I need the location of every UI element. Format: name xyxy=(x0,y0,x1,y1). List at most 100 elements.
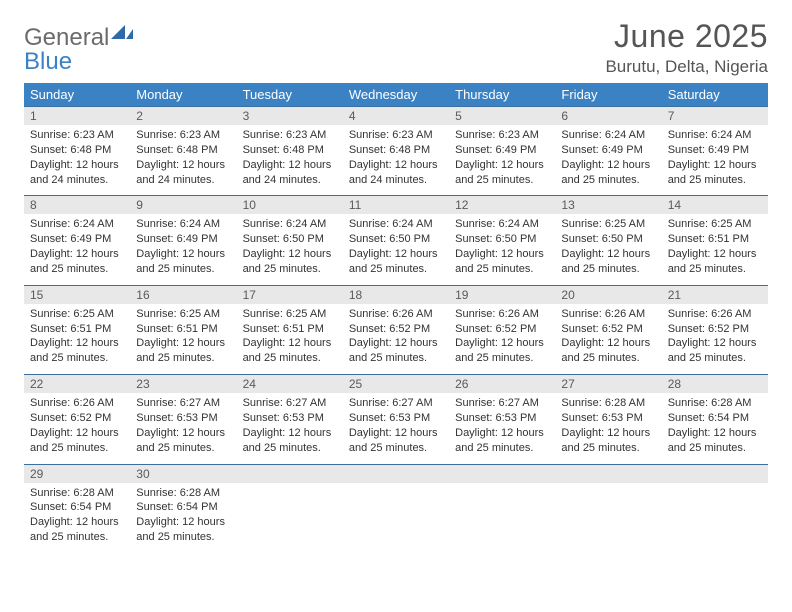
day-body: Sunrise: 6:24 AMSunset: 6:49 PMDaylight:… xyxy=(130,214,236,284)
calendar-cell: 24Sunrise: 6:27 AMSunset: 6:53 PMDayligh… xyxy=(237,375,343,464)
day-number-empty xyxy=(555,465,661,483)
day-body: Sunrise: 6:26 AMSunset: 6:52 PMDaylight:… xyxy=(555,304,661,374)
day-body: Sunrise: 6:24 AMSunset: 6:49 PMDaylight:… xyxy=(555,125,661,195)
calendar-cell xyxy=(449,464,555,553)
calendar-cell: 19Sunrise: 6:26 AMSunset: 6:52 PMDayligh… xyxy=(449,285,555,374)
calendar-cell: 17Sunrise: 6:25 AMSunset: 6:51 PMDayligh… xyxy=(237,285,343,374)
day-body-empty xyxy=(343,483,449,539)
calendar-cell: 25Sunrise: 6:27 AMSunset: 6:53 PMDayligh… xyxy=(343,375,449,464)
calendar-week-row: 22Sunrise: 6:26 AMSunset: 6:52 PMDayligh… xyxy=(24,375,768,464)
day-number: 23 xyxy=(130,375,236,393)
day-body: Sunrise: 6:26 AMSunset: 6:52 PMDaylight:… xyxy=(662,304,768,374)
day-body: Sunrise: 6:28 AMSunset: 6:54 PMDaylight:… xyxy=(130,483,236,553)
calendar-cell: 12Sunrise: 6:24 AMSunset: 6:50 PMDayligh… xyxy=(449,196,555,285)
day-body: Sunrise: 6:26 AMSunset: 6:52 PMDaylight:… xyxy=(343,304,449,374)
day-body: Sunrise: 6:28 AMSunset: 6:53 PMDaylight:… xyxy=(555,393,661,463)
day-number: 21 xyxy=(662,286,768,304)
day-number-empty xyxy=(343,465,449,483)
calendar-cell: 4Sunrise: 6:23 AMSunset: 6:48 PMDaylight… xyxy=(343,107,449,196)
day-body: Sunrise: 6:24 AMSunset: 6:50 PMDaylight:… xyxy=(237,214,343,284)
day-body: Sunrise: 6:27 AMSunset: 6:53 PMDaylight:… xyxy=(130,393,236,463)
day-body: Sunrise: 6:27 AMSunset: 6:53 PMDaylight:… xyxy=(449,393,555,463)
weekday-header: Sunday xyxy=(24,83,130,107)
calendar-cell xyxy=(555,464,661,553)
day-number: 17 xyxy=(237,286,343,304)
calendar-cell: 7Sunrise: 6:24 AMSunset: 6:49 PMDaylight… xyxy=(662,107,768,196)
calendar-cell: 11Sunrise: 6:24 AMSunset: 6:50 PMDayligh… xyxy=(343,196,449,285)
day-body: Sunrise: 6:24 AMSunset: 6:50 PMDaylight:… xyxy=(343,214,449,284)
logo-text-blue: Blue xyxy=(24,48,133,76)
day-number: 29 xyxy=(24,465,130,483)
calendar-cell: 2Sunrise: 6:23 AMSunset: 6:48 PMDaylight… xyxy=(130,107,236,196)
day-body: Sunrise: 6:25 AMSunset: 6:51 PMDaylight:… xyxy=(662,214,768,284)
day-body: Sunrise: 6:23 AMSunset: 6:49 PMDaylight:… xyxy=(449,125,555,195)
day-number: 10 xyxy=(237,196,343,214)
day-number: 22 xyxy=(24,375,130,393)
day-number: 13 xyxy=(555,196,661,214)
calendar-cell: 5Sunrise: 6:23 AMSunset: 6:49 PMDaylight… xyxy=(449,107,555,196)
calendar-cell: 16Sunrise: 6:25 AMSunset: 6:51 PMDayligh… xyxy=(130,285,236,374)
day-number: 6 xyxy=(555,107,661,125)
day-number-empty xyxy=(237,465,343,483)
day-body-empty xyxy=(555,483,661,539)
day-number: 28 xyxy=(662,375,768,393)
calendar-week-row: 8Sunrise: 6:24 AMSunset: 6:49 PMDaylight… xyxy=(24,196,768,285)
day-number: 5 xyxy=(449,107,555,125)
day-number: 2 xyxy=(130,107,236,125)
day-body: Sunrise: 6:25 AMSunset: 6:51 PMDaylight:… xyxy=(24,304,130,374)
calendar-table: SundayMondayTuesdayWednesdayThursdayFrid… xyxy=(24,83,768,553)
weekday-header: Thursday xyxy=(449,83,555,107)
calendar-cell: 3Sunrise: 6:23 AMSunset: 6:48 PMDaylight… xyxy=(237,107,343,196)
day-number: 7 xyxy=(662,107,768,125)
day-body-empty xyxy=(237,483,343,539)
calendar-cell: 14Sunrise: 6:25 AMSunset: 6:51 PMDayligh… xyxy=(662,196,768,285)
day-number: 26 xyxy=(449,375,555,393)
day-number: 16 xyxy=(130,286,236,304)
day-body: Sunrise: 6:25 AMSunset: 6:51 PMDaylight:… xyxy=(130,304,236,374)
calendar-cell: 18Sunrise: 6:26 AMSunset: 6:52 PMDayligh… xyxy=(343,285,449,374)
logo-text-general: General xyxy=(24,24,109,51)
location: Burutu, Delta, Nigeria xyxy=(605,57,768,77)
calendar-cell: 20Sunrise: 6:26 AMSunset: 6:52 PMDayligh… xyxy=(555,285,661,374)
day-body: Sunrise: 6:24 AMSunset: 6:49 PMDaylight:… xyxy=(662,125,768,195)
calendar-cell: 6Sunrise: 6:24 AMSunset: 6:49 PMDaylight… xyxy=(555,107,661,196)
day-number: 24 xyxy=(237,375,343,393)
day-body-empty xyxy=(449,483,555,539)
calendar-cell xyxy=(662,464,768,553)
calendar-cell: 26Sunrise: 6:27 AMSunset: 6:53 PMDayligh… xyxy=(449,375,555,464)
weekday-header: Saturday xyxy=(662,83,768,107)
weekday-header: Tuesday xyxy=(237,83,343,107)
day-number: 15 xyxy=(24,286,130,304)
calendar-cell: 10Sunrise: 6:24 AMSunset: 6:50 PMDayligh… xyxy=(237,196,343,285)
day-body: Sunrise: 6:24 AMSunset: 6:49 PMDaylight:… xyxy=(24,214,130,284)
day-number: 20 xyxy=(555,286,661,304)
day-body: Sunrise: 6:28 AMSunset: 6:54 PMDaylight:… xyxy=(24,483,130,553)
page-title: June 2025 xyxy=(605,18,768,55)
calendar-cell: 27Sunrise: 6:28 AMSunset: 6:53 PMDayligh… xyxy=(555,375,661,464)
calendar-week-row: 1Sunrise: 6:23 AMSunset: 6:48 PMDaylight… xyxy=(24,107,768,196)
day-number: 11 xyxy=(343,196,449,214)
logo-sail-icon xyxy=(111,18,133,32)
weekday-header-row: SundayMondayTuesdayWednesdayThursdayFrid… xyxy=(24,83,768,107)
day-body: Sunrise: 6:26 AMSunset: 6:52 PMDaylight:… xyxy=(24,393,130,463)
day-number: 25 xyxy=(343,375,449,393)
day-number: 9 xyxy=(130,196,236,214)
weekday-header: Wednesday xyxy=(343,83,449,107)
day-body: Sunrise: 6:23 AMSunset: 6:48 PMDaylight:… xyxy=(130,125,236,195)
weekday-header: Friday xyxy=(555,83,661,107)
day-body: Sunrise: 6:24 AMSunset: 6:50 PMDaylight:… xyxy=(449,214,555,284)
calendar-week-row: 15Sunrise: 6:25 AMSunset: 6:51 PMDayligh… xyxy=(24,285,768,374)
title-block: June 2025 Burutu, Delta, Nigeria xyxy=(605,18,768,77)
day-body: Sunrise: 6:28 AMSunset: 6:54 PMDaylight:… xyxy=(662,393,768,463)
day-number-empty xyxy=(662,465,768,483)
calendar-cell xyxy=(343,464,449,553)
day-number: 1 xyxy=(24,107,130,125)
calendar-cell: 1Sunrise: 6:23 AMSunset: 6:48 PMDaylight… xyxy=(24,107,130,196)
calendar-cell: 21Sunrise: 6:26 AMSunset: 6:52 PMDayligh… xyxy=(662,285,768,374)
day-number: 4 xyxy=(343,107,449,125)
day-number: 30 xyxy=(130,465,236,483)
day-number: 19 xyxy=(449,286,555,304)
weekday-header: Monday xyxy=(130,83,236,107)
day-number-empty xyxy=(449,465,555,483)
day-number: 8 xyxy=(24,196,130,214)
